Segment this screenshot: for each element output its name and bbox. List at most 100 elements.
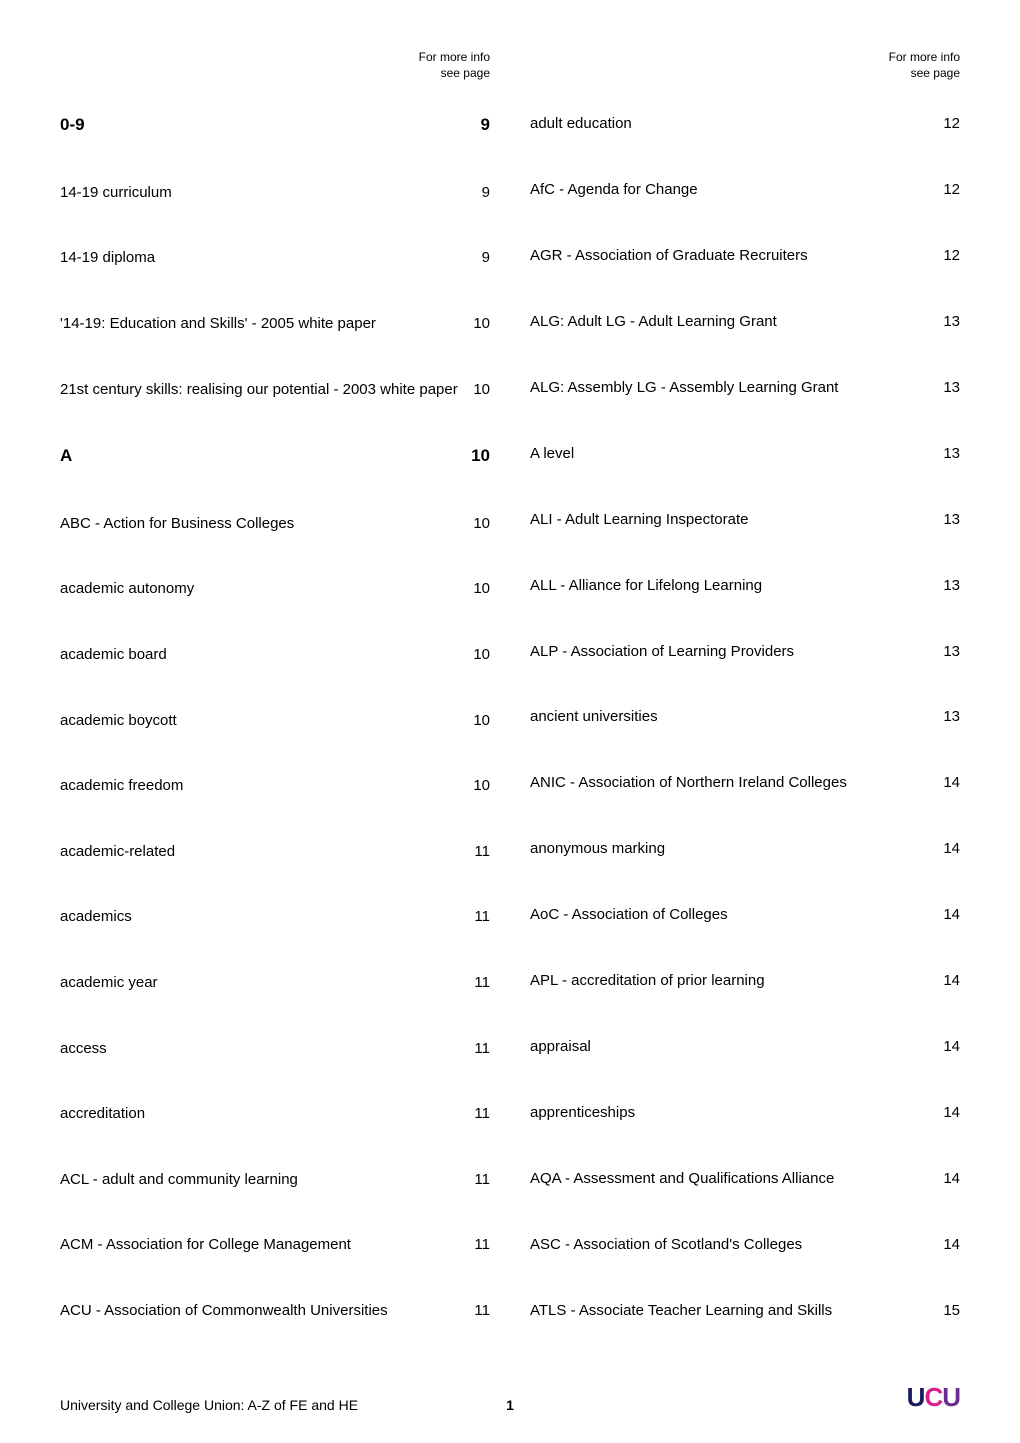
index-entry: ALP - Association of Learning Providers 1…: [530, 639, 960, 664]
entry-label: accreditation: [60, 1105, 145, 1122]
index-entry: academic year11: [60, 970, 490, 995]
entry-label: anonymous marking: [530, 840, 665, 857]
index-entry: ABC - Action for Business Colleges 10: [60, 511, 490, 536]
left-column: For more info see page 0-9914-19 curricu…: [60, 50, 490, 1323]
entry-page: 10: [460, 777, 490, 794]
footer-title: University and College Union: A-Z of FE …: [60, 1397, 358, 1413]
index-entry: ASC - Association of Scotland's Colleges…: [530, 1232, 960, 1257]
logo-letter-u2: U: [942, 1382, 960, 1412]
entry-label: AfC - Agenda for Change: [530, 181, 698, 198]
header-line-2: see page: [441, 66, 490, 82]
entry-label: AoC - Association of Colleges: [530, 906, 728, 923]
entry-label: ALG: Assembly LG - Assembly Learning Gra…: [530, 379, 838, 396]
entry-page: 14: [930, 1104, 960, 1121]
header-line-1: For more info: [419, 50, 490, 66]
entry-label: ancient universities: [530, 708, 658, 725]
entry-label: ALL - Alliance for Lifelong Learning: [530, 577, 762, 594]
index-entry: APL - accreditation of prior learning14: [530, 968, 960, 993]
entry-page: 13: [930, 511, 960, 528]
index-entry: 21st century skills: realising our poten…: [60, 377, 490, 402]
index-entry: accreditation 11: [60, 1101, 490, 1126]
entry-label: ACL - adult and community learning: [60, 1171, 298, 1188]
entry-page: 12: [930, 247, 960, 264]
entry-page: 15: [930, 1302, 960, 1319]
index-entry: ACU - Association of Commonwealth Univer…: [60, 1298, 490, 1323]
index-entry: academic boycott 10: [60, 708, 490, 733]
entry-label: academic freedom: [60, 777, 183, 794]
entry-label: 0-9: [60, 115, 85, 135]
entry-page: 11: [460, 1302, 490, 1319]
entry-label: 14-19 diploma: [60, 249, 155, 266]
entry-label: ALP - Association of Learning Providers: [530, 643, 794, 660]
entry-page: 9: [460, 249, 490, 266]
index-entry: academics 11: [60, 904, 490, 929]
column-header-left: For more info see page: [60, 50, 490, 81]
entry-page: 14: [930, 972, 960, 989]
entry-page: 10: [460, 446, 490, 466]
index-entry: AQA - Assessment and Qualifications Alli…: [530, 1166, 960, 1191]
entry-label: ASC - Association of Scotland's Colleges: [530, 1236, 802, 1253]
index-entry: 0-9 9: [60, 111, 490, 139]
right-column: For more info see page adult education 12…: [530, 50, 960, 1323]
entry-page: 10: [460, 712, 490, 729]
entry-page: 14: [930, 774, 960, 791]
entry-page: 10: [460, 315, 490, 332]
entry-page: 14: [930, 1038, 960, 1055]
index-entry: appraisal14: [530, 1034, 960, 1059]
entry-label: ABC - Action for Business Colleges: [60, 515, 294, 532]
entry-page: 13: [930, 643, 960, 660]
entry-page: 13: [930, 379, 960, 396]
index-entry: ALL - Alliance for Lifelong Learning13: [530, 573, 960, 598]
index-entry: ancient universities13: [530, 704, 960, 729]
entry-page: 11: [460, 1171, 490, 1188]
entry-page: 14: [930, 840, 960, 857]
entry-page: 11: [460, 908, 490, 925]
entry-page: 9: [460, 184, 490, 201]
index-entry: anonymous marking 14: [530, 836, 960, 861]
entry-label: academic board: [60, 646, 167, 663]
entry-label: AGR - Association of Graduate Recruiters: [530, 247, 808, 264]
entry-page: 12: [930, 181, 960, 198]
index-entry: ACL - adult and community learning 11: [60, 1167, 490, 1192]
index-entry: ALI - Adult Learning Inspectorate 13: [530, 507, 960, 532]
entry-page: 14: [930, 1236, 960, 1253]
left-entries: 0-9914-19 curriculum914-19 diploma9'14-1…: [60, 111, 490, 1323]
page-number: 1: [506, 1397, 514, 1413]
entry-page: 14: [930, 1170, 960, 1187]
entry-page: 10: [460, 580, 490, 597]
entry-label: A: [60, 446, 72, 466]
entry-label: ALI - Adult Learning Inspectorate: [530, 511, 748, 528]
entry-label: ACU - Association of Commonwealth Univer…: [60, 1302, 388, 1319]
entry-page: 11: [460, 1105, 490, 1122]
column-header-right: For more info see page: [530, 50, 960, 81]
index-entry: ALG: Adult LG - Adult Learning Grant13: [530, 309, 960, 334]
index-page: For more info see page 0-9914-19 curricu…: [60, 50, 960, 1323]
entry-label: academic-related: [60, 843, 175, 860]
entry-label: access: [60, 1040, 107, 1057]
entry-label: 21st century skills: realising our poten…: [60, 381, 458, 398]
index-entry: access11: [60, 1036, 490, 1061]
index-entry: AGR - Association of Graduate Recruiters…: [530, 243, 960, 268]
page-footer: University and College Union: A-Z of FE …: [60, 1382, 960, 1413]
entry-label: A level: [530, 445, 574, 462]
entry-label: ALG: Adult LG - Adult Learning Grant: [530, 313, 777, 330]
index-entry: academic autonomy 10: [60, 576, 490, 601]
entry-label: adult education: [530, 115, 632, 132]
index-entry: academic board10: [60, 642, 490, 667]
index-entry: ACM - Association for College Management…: [60, 1232, 490, 1257]
header-line-2: see page: [911, 66, 960, 82]
entry-page: 13: [930, 445, 960, 462]
entry-page: 11: [460, 843, 490, 860]
entry-label: academic boycott: [60, 712, 177, 729]
entry-label: academics: [60, 908, 132, 925]
entry-page: 9: [460, 115, 490, 135]
entry-label: ATLS - Associate Teacher Learning and Sk…: [530, 1302, 832, 1319]
entry-page: 10: [460, 515, 490, 532]
entry-label: academic autonomy: [60, 580, 194, 597]
footer-logo: UCU: [907, 1382, 960, 1413]
header-line-1: For more info: [889, 50, 960, 66]
entry-label: apprenticeships: [530, 1104, 635, 1121]
index-entry: ALG: Assembly LG - Assembly Learning Gra…: [530, 375, 960, 400]
entry-page: 14: [930, 906, 960, 923]
entry-label: ACM - Association for College Management: [60, 1236, 351, 1253]
